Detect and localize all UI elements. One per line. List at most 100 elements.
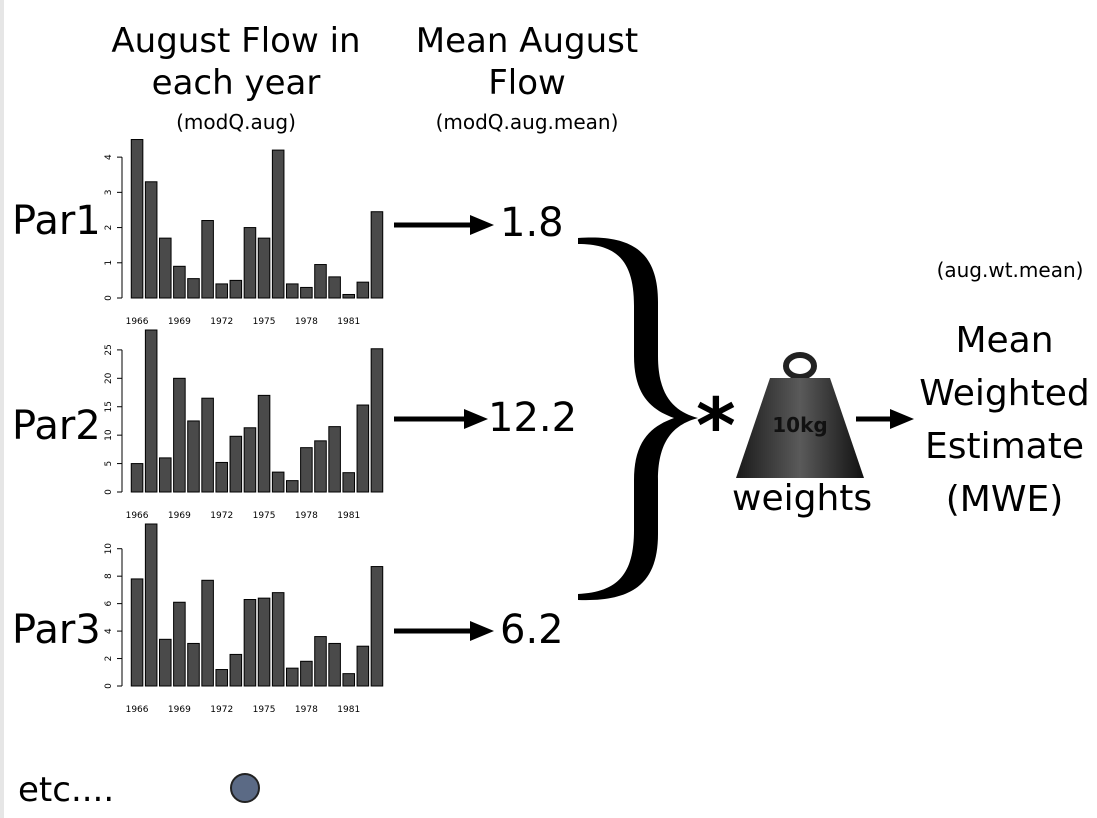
bar-1975 xyxy=(257,237,271,299)
bar-1971 xyxy=(201,579,214,687)
col1-title-line2: each year xyxy=(151,63,321,103)
bar-1976 xyxy=(271,592,285,687)
bar-1973 xyxy=(229,435,243,493)
bar-1979 xyxy=(314,264,327,299)
bar-1980 xyxy=(328,642,341,687)
multiply-asterisk: * xyxy=(696,381,736,470)
col2-subtitle: (modQ.aug.mean) xyxy=(435,110,619,134)
bar-1976 xyxy=(271,149,285,299)
x-tick-label: 1975 xyxy=(253,705,276,715)
x-tick-label: 1978 xyxy=(295,705,318,715)
navigation-dot-icon[interactable] xyxy=(228,771,262,805)
y-tick-label: 20 xyxy=(104,372,114,384)
bar-1977 xyxy=(285,667,299,687)
y-tick-label: 0 xyxy=(104,489,114,495)
col1-title-line1: August Flow in xyxy=(111,21,361,61)
bar-1982 xyxy=(356,404,370,493)
bar-1980 xyxy=(328,276,341,299)
bar-1969 xyxy=(173,601,186,687)
bar-1972 xyxy=(215,283,229,299)
bar-1973 xyxy=(229,279,243,299)
result-line2: Weighted xyxy=(919,373,1090,414)
x-tick-label: 1969 xyxy=(168,317,191,327)
y-tick-label: 3 xyxy=(104,189,114,195)
curly-brace xyxy=(578,237,698,601)
x-tick-label: 1972 xyxy=(210,705,233,715)
weight-icon: 10kg xyxy=(736,352,864,478)
bar-1971 xyxy=(201,397,214,493)
y-tick-label: 10 xyxy=(104,543,114,555)
bar-1968 xyxy=(158,638,172,687)
x-tick-label: 1975 xyxy=(253,317,276,327)
x-tick-label: 1981 xyxy=(337,511,360,521)
y-tick-label: 2 xyxy=(104,656,114,662)
weights-caption: weights xyxy=(732,478,873,519)
bar-1966 xyxy=(130,139,144,299)
mean-value-par3: 6.2 xyxy=(500,607,564,653)
bar-1972 xyxy=(215,669,229,687)
bar-1970 xyxy=(187,642,200,687)
bar-chart-par1: 0 1 2 3 4 1966 1969 1972 1975 1978 1981 xyxy=(104,139,384,327)
bar-1973 xyxy=(229,653,243,687)
bar-1983 xyxy=(370,348,384,493)
x-tick-label: 1972 xyxy=(210,511,233,521)
x-tick-label: 1981 xyxy=(337,317,360,327)
arrow-to-result xyxy=(856,409,914,429)
col1-subtitle: (modQ.aug) xyxy=(176,110,296,134)
bar-1975 xyxy=(257,394,271,493)
bar-1977 xyxy=(285,480,299,493)
x-tick-label: 1966 xyxy=(126,317,149,327)
y-tick-label: 5 xyxy=(104,461,114,467)
y-tick-label: 1 xyxy=(104,260,114,266)
bar-1983 xyxy=(370,566,384,687)
y-tick-label: 4 xyxy=(104,628,114,634)
x-tick-label: 1966 xyxy=(126,511,149,521)
col2-title-line1: Mean August xyxy=(415,21,639,61)
bar-1978 xyxy=(300,660,313,687)
bar-1982 xyxy=(356,645,370,687)
bar-1982 xyxy=(356,281,370,299)
result-line3: Estimate xyxy=(924,426,1084,467)
result-title: Mean Weighted Estimate (MWE) xyxy=(912,314,1097,526)
x-tick-label: 1978 xyxy=(295,511,318,521)
bar-1966 xyxy=(130,578,144,687)
y-tick-label: 0 xyxy=(104,295,114,301)
bar-1983 xyxy=(370,211,384,299)
bar-1969 xyxy=(173,265,186,299)
col2-title-line2: Flow xyxy=(488,63,566,103)
col2-title: Mean August Flow xyxy=(397,20,657,104)
col1-title: August Flow in each year xyxy=(96,20,376,104)
bar-1972 xyxy=(215,461,229,493)
row-label-par2: Par2 xyxy=(12,403,101,449)
bar-1980 xyxy=(328,426,341,493)
y-tick-label: 25 xyxy=(104,344,114,355)
x-tick-label: 1978 xyxy=(295,317,318,327)
bar-1968 xyxy=(158,237,172,299)
mean-value-par2: 12.2 xyxy=(488,395,578,441)
x-tick-label: 1975 xyxy=(253,511,276,521)
x-tick-label: 1969 xyxy=(168,511,191,521)
bar-1975 xyxy=(257,597,271,687)
x-tick-label: 1966 xyxy=(126,705,149,715)
bar-1981 xyxy=(342,673,356,687)
result-line1: Mean xyxy=(955,320,1054,361)
bar-1981 xyxy=(342,472,356,493)
weight-label: 10kg xyxy=(772,413,827,437)
bar-1981 xyxy=(342,293,356,299)
arrow-par3 xyxy=(394,621,494,641)
bar-1978 xyxy=(300,286,313,299)
row-label-par1: Par1 xyxy=(12,198,101,244)
y-tick-label: 0 xyxy=(104,683,114,689)
bar-1967 xyxy=(144,329,158,493)
bar-chart-par2: 0 5 10 15 20 25 1966 1969 1972 1975 1978 1981 xyxy=(104,329,384,521)
bar-1978 xyxy=(300,447,313,493)
y-tick-label: 8 xyxy=(104,573,114,579)
x-tick-label: 1969 xyxy=(168,705,191,715)
etc-text: etc.... xyxy=(18,770,115,810)
left-edge-strip xyxy=(0,0,4,818)
bar-1967 xyxy=(144,181,158,299)
y-tick-label: 4 xyxy=(104,154,114,160)
x-tick-label: 1981 xyxy=(337,705,360,715)
bar-1974 xyxy=(243,227,257,299)
y-tick-label: 15 xyxy=(104,401,114,412)
